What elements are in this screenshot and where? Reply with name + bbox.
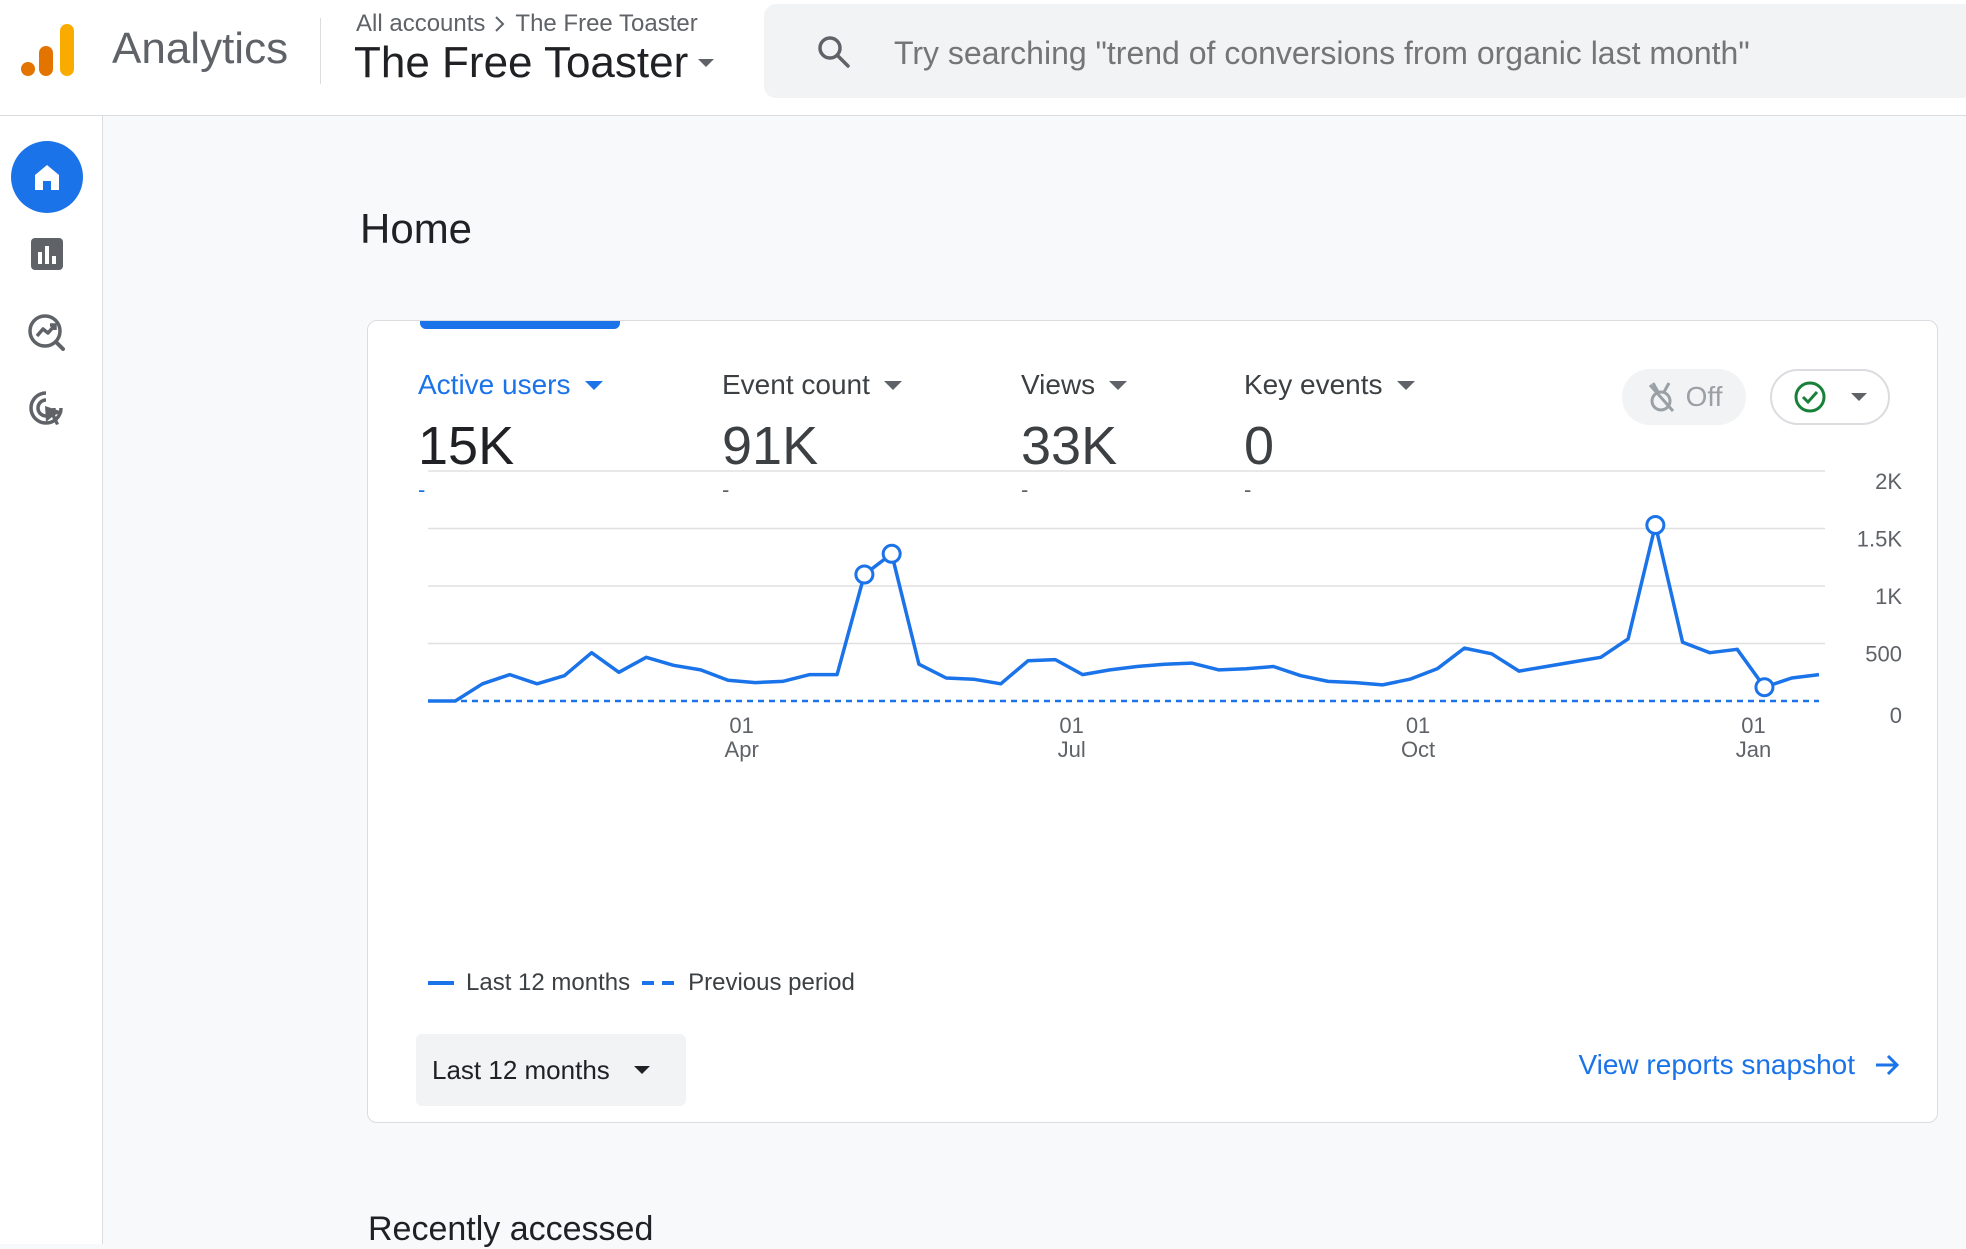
summary-card: Active users 15K - Event count 91K - Vie… [367,320,1938,1123]
x-tick-label: 01 [1741,713,1765,738]
metric-value: 15K [418,416,515,476]
chevron-right-icon [495,16,505,32]
metric-key-events[interactable]: Key events 0 - [1244,369,1415,503]
metric-active-users[interactable]: Active users 15K - [418,369,603,503]
breadcrumb-all-accounts[interactable]: All accounts [356,10,486,37]
metric-value: 91K [722,416,819,476]
insights-toggle[interactable]: Off [1622,369,1746,425]
view-reports-snapshot-link[interactable]: View reports snapshot [1578,1049,1901,1081]
data-point-marker [881,543,902,564]
reports-icon [31,238,63,270]
search-input[interactable] [892,34,1956,73]
metric-change: - [1244,477,1252,502]
nav-reports[interactable] [11,218,83,290]
metric-value: 33K [1021,416,1118,476]
data-quality-dropdown[interactable] [1770,369,1890,425]
y-tick-label: 500 [1865,642,1902,667]
nav-advertising[interactable] [11,372,83,444]
x-tick-label: Jan [1736,737,1771,762]
breadcrumb-account[interactable]: The Free Toaster [515,10,698,37]
legend-item: Previous period [642,969,855,997]
nav-home[interactable] [11,141,83,213]
x-tick-label: 01 [729,713,753,738]
award-icon [1648,382,1674,412]
property-selector[interactable]: The Free Toaster [354,38,715,88]
arrow-right-icon [1876,1054,1900,1076]
metric-label: Views [1021,369,1096,400]
dropdown-caret-icon [584,380,603,390]
metric-change: - [722,477,730,502]
metric-label: Active users [418,369,571,400]
dropdown-caret-icon [883,380,902,390]
data-point-marker [1645,515,1666,536]
advertising-icon [29,391,63,425]
data-point-marker [854,564,875,585]
legend-dashed-swatch [642,981,677,985]
active-tab-indicator [420,321,620,329]
data-point-marker [1754,677,1775,698]
search-bar[interactable] [764,4,1966,98]
x-tick-label: 01 [1059,713,1083,738]
dropdown-caret-icon [1109,380,1128,390]
recently-accessed-heading: Recently accessed [368,1210,654,1248]
search-icon [818,36,850,68]
y-tick-label: 0 [1890,703,1902,728]
x-tick-label: Apr [725,737,759,762]
y-tick-label: 1K [1875,584,1902,609]
metric-label: Event count [722,369,870,400]
dropdown-caret-icon [1851,393,1867,401]
x-tick-label: Jul [1058,737,1086,762]
metric-value: 0 [1244,416,1275,476]
legend-solid-swatch [428,981,454,985]
top-bar: Analytics All accounts The Free Toaster … [0,0,1966,116]
date-range-select[interactable]: Last 12 months [416,1034,686,1106]
nav-explore[interactable] [11,295,83,367]
y-tick-label: 2K [1875,469,1902,494]
y-tick-label: 1.5K [1857,527,1903,552]
metric-views[interactable]: Views 33K - [1021,369,1128,503]
legend-label: Previous period [688,969,855,996]
dropdown-caret-icon [698,59,715,67]
product-name: Analytics [112,24,289,73]
x-tick-label: 01 [1406,713,1430,738]
x-tick-label: Oct [1401,737,1435,762]
dropdown-caret-icon [1396,380,1415,390]
analytics-logo-icon[interactable] [18,22,76,80]
home-icon [35,165,59,190]
metric-event-count[interactable]: Event count 91K - [722,369,902,503]
insights-toggle-label: Off [1685,381,1723,412]
snapshot-link-label: View reports snapshot [1578,1049,1855,1080]
check-circle-icon [1794,381,1826,413]
side-nav [0,116,103,1244]
dropdown-caret-icon [633,1066,650,1074]
page-title: Home [360,205,473,252]
last-12-months-line [428,523,1820,703]
legend-label: Last 12 months [466,969,631,996]
property-name: The Free Toaster [354,38,689,87]
legend-item: Last 12 months [428,969,630,997]
metric-change: - [418,477,426,502]
chart-legend: Last 12 months Previous period [428,969,867,997]
date-range-value: Last 12 months [432,1054,610,1085]
header-divider [320,18,321,84]
explore-icon [28,314,65,351]
metric-label: Key events [1244,369,1383,400]
metric-change: - [1021,477,1029,502]
breadcrumb[interactable]: All accounts The Free Toaster [356,10,698,38]
